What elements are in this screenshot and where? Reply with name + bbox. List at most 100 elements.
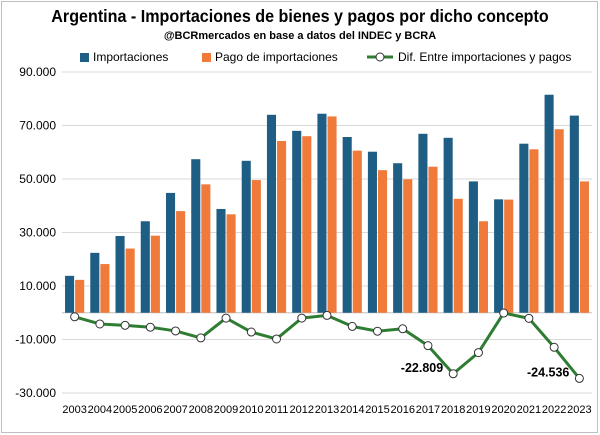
bar-imports	[342, 137, 352, 313]
x-tick-label: 2014	[340, 404, 364, 416]
bar-payments	[504, 199, 514, 313]
bar-imports	[393, 163, 403, 313]
bar-imports	[65, 275, 75, 313]
bar-payments	[352, 150, 362, 313]
bar-imports	[418, 133, 428, 313]
x-tick-label: 2003	[62, 404, 86, 416]
bar-imports	[241, 160, 251, 313]
bar-payments	[176, 211, 186, 313]
bar-imports	[443, 137, 453, 313]
x-tick-label: 2018	[441, 404, 465, 416]
y-tick-label: 70.000	[19, 119, 56, 133]
bar-payments	[403, 179, 413, 313]
bar-imports	[266, 114, 277, 313]
bar-imports	[367, 151, 377, 313]
bar-imports	[115, 235, 125, 313]
legend-label-diff: Dif. Entre importaciones y pagos	[398, 50, 572, 64]
bar-payments	[75, 279, 85, 313]
bar-imports	[317, 113, 327, 313]
bar-payments	[554, 129, 564, 313]
point-diff	[549, 342, 559, 352]
bar-payments	[478, 221, 489, 313]
bar-payments	[302, 136, 312, 313]
y-tick-label: 90.000	[19, 65, 56, 79]
bar-payments	[327, 116, 337, 313]
x-tick-label: 2015	[365, 404, 389, 416]
x-tick-label: 2013	[315, 404, 339, 416]
point-diff	[574, 373, 584, 383]
bar-imports	[544, 94, 554, 313]
x-tick-label: 2005	[113, 404, 137, 416]
point-diff	[423, 341, 433, 351]
legend-swatch-payments	[202, 52, 211, 62]
point-diff	[70, 312, 80, 322]
bar-payments	[100, 264, 110, 313]
point-diff	[171, 326, 181, 336]
point-diff	[372, 326, 382, 336]
y-tick-label: -30.000	[15, 386, 56, 400]
legend-swatch-imports	[80, 52, 89, 62]
x-tick-label: 2016	[390, 404, 414, 416]
bar-imports	[140, 221, 150, 313]
point-diff	[120, 320, 130, 330]
bar-imports	[519, 143, 529, 313]
point-diff	[398, 324, 408, 334]
bar-imports	[165, 192, 176, 313]
bar-payments	[251, 180, 261, 313]
point-diff	[322, 310, 332, 320]
x-tick-label: 2010	[239, 404, 263, 416]
point-diff	[473, 348, 483, 358]
bar-payments	[226, 214, 236, 313]
x-tick-label: 2004	[88, 404, 112, 416]
point-diff	[221, 313, 231, 323]
point-diff	[297, 313, 307, 323]
x-tick-label: 2007	[163, 404, 187, 416]
legend-line-diff	[367, 52, 393, 62]
y-tick-label: -10.000	[15, 333, 56, 347]
legend-item-payments: Pago de importaciones	[202, 50, 338, 64]
bar-imports	[569, 115, 579, 313]
bar-payments	[579, 181, 589, 313]
bar-imports	[216, 208, 226, 313]
x-tick-label: 2008	[189, 404, 213, 416]
bar-payments	[277, 141, 287, 313]
bar-payments	[428, 166, 438, 313]
point-diff	[196, 333, 206, 343]
legend-label-imports: Importaciones	[93, 50, 169, 64]
bar-imports	[468, 181, 478, 313]
x-tick-label: 2021	[517, 404, 541, 416]
legend-item-diff: Dif. Entre importaciones y pagos	[366, 50, 571, 64]
bar-payments	[201, 184, 211, 313]
point-diff	[347, 321, 357, 331]
point-diff	[448, 369, 458, 379]
x-tick-label: 2009	[214, 404, 238, 416]
x-tick-label: 2020	[491, 404, 515, 416]
y-tick-label: 50.000	[19, 172, 56, 186]
x-tick-label: 2006	[138, 404, 162, 416]
point-diff	[499, 308, 509, 318]
x-tick-label: 2017	[416, 404, 440, 416]
point-diff	[524, 313, 534, 323]
point-diff	[272, 334, 282, 344]
bar-imports	[292, 130, 302, 313]
legend: Importaciones Pago de importaciones Dif.…	[0, 50, 600, 66]
bar-payments	[453, 198, 463, 313]
chart-subtitle: @BCRmercados en base a datos del INDEC y…	[163, 30, 437, 42]
bar-imports	[90, 252, 100, 313]
bar-payments	[377, 170, 388, 313]
bar-imports	[494, 199, 504, 313]
point-diff	[246, 327, 256, 337]
y-tick-label: 10.000	[19, 279, 56, 293]
y-tick-label: 30.000	[19, 226, 56, 240]
data-label: -24.536	[527, 365, 569, 379]
x-tick-label: 2019	[466, 404, 490, 416]
bar-payments	[125, 248, 135, 313]
legend-label-payments: Pago de importaciones	[215, 50, 338, 64]
data-label: -22.809	[401, 361, 443, 375]
legend-item-imports: Importaciones	[80, 50, 168, 64]
point-diff	[95, 319, 105, 329]
x-tick-label: 2022	[542, 404, 566, 416]
x-tick-label: 2011	[265, 404, 289, 416]
point-diff	[145, 322, 155, 332]
